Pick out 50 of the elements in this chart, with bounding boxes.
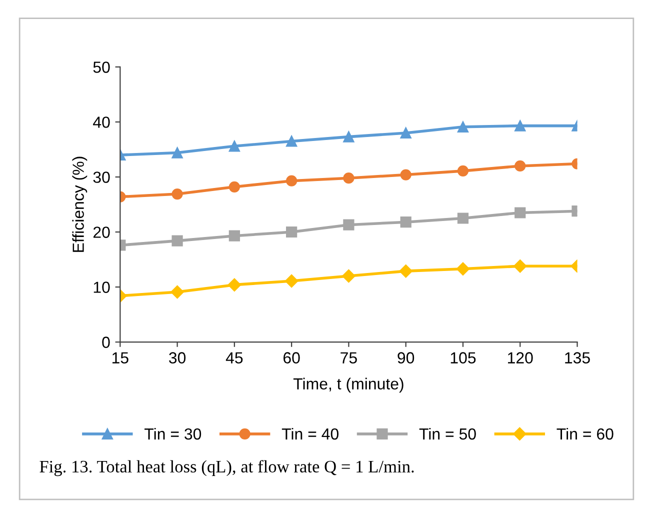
y-tick-label: 0 bbox=[102, 336, 110, 348]
point bbox=[457, 212, 469, 224]
point bbox=[514, 207, 526, 218]
x-tick-label: 135 bbox=[565, 352, 590, 364]
point bbox=[228, 230, 240, 242]
y-axis-title: Efficiency (%) bbox=[72, 156, 88, 252]
point bbox=[343, 172, 354, 184]
point bbox=[286, 175, 298, 186]
point bbox=[342, 269, 356, 283]
x-tick-label: 45 bbox=[226, 352, 243, 364]
point bbox=[170, 285, 184, 299]
y-tick-label: 10 bbox=[94, 282, 110, 293]
point bbox=[399, 264, 412, 278]
point bbox=[400, 169, 412, 180]
point bbox=[228, 278, 242, 292]
x-axis-title: Time, t (minute) bbox=[293, 378, 404, 393]
legend-label: Tin = 50 bbox=[419, 428, 476, 440]
point bbox=[172, 147, 183, 158]
point bbox=[514, 160, 526, 172]
point bbox=[228, 181, 240, 192]
point bbox=[172, 188, 183, 200]
point bbox=[514, 120, 526, 132]
point bbox=[456, 262, 470, 276]
point bbox=[400, 127, 412, 139]
point bbox=[400, 216, 412, 228]
point bbox=[172, 235, 183, 246]
point bbox=[228, 140, 240, 152]
point bbox=[514, 260, 527, 273]
legend-label: Tin = 60 bbox=[556, 428, 614, 440]
y-tick-label: 50 bbox=[93, 62, 110, 73]
caption: Fig. 13. Total heat loss (qL), at flow rate Q = 1 L/min. bbox=[40, 460, 414, 476]
x-tick-label: 90 bbox=[398, 352, 414, 364]
y-tick-label: 40 bbox=[93, 116, 110, 128]
x-tick-label: 30 bbox=[169, 352, 186, 364]
y-tick-label: 30 bbox=[93, 172, 110, 183]
point bbox=[284, 274, 298, 288]
point bbox=[457, 121, 469, 132]
point bbox=[286, 136, 298, 147]
legend-label: Tin = 30 bbox=[144, 428, 202, 440]
legend-label: Tin = 40 bbox=[282, 428, 338, 440]
point bbox=[343, 219, 354, 230]
x-tick-label: 15 bbox=[112, 352, 128, 364]
y-tick-label: 20 bbox=[93, 226, 110, 238]
x-tick-label: 75 bbox=[340, 352, 357, 364]
x-tick-label: 120 bbox=[508, 352, 533, 364]
point bbox=[457, 165, 469, 176]
x-tick-label: 105 bbox=[450, 352, 476, 364]
x-tick-label: 60 bbox=[283, 352, 300, 364]
point bbox=[343, 131, 354, 142]
point bbox=[286, 226, 298, 238]
